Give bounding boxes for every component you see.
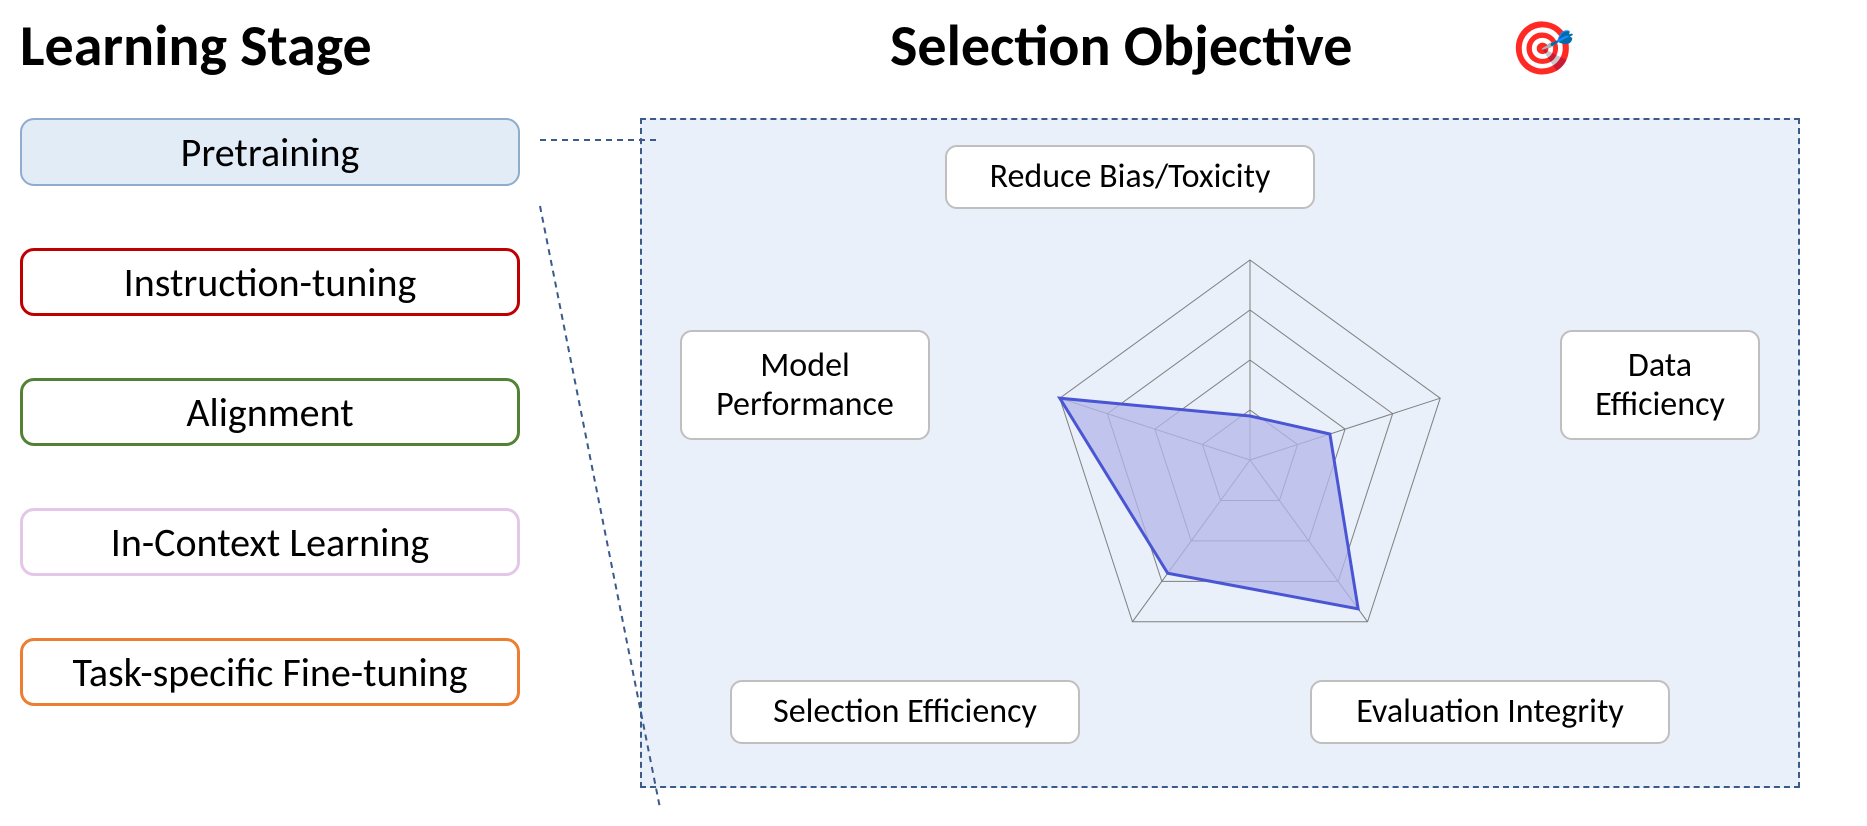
objective-label-3: Selection Efficiency — [730, 680, 1080, 744]
objective-label-2: DataEfficiency — [1560, 330, 1760, 440]
objective-label-0: Reduce Bias/Toxicity — [945, 145, 1315, 209]
objective-label-line: Reduce Bias/Toxicity — [990, 157, 1271, 196]
objective-label-line: Evaluation Integrity — [1356, 692, 1624, 731]
objective-label-line: Data — [1628, 346, 1692, 385]
objective-label-line: Selection Efficiency — [773, 692, 1037, 731]
objective-label-line: Efficiency — [1595, 385, 1725, 424]
objective-label-1: ModelPerformance — [680, 330, 930, 440]
objective-label-line: Performance — [716, 385, 894, 424]
objective-label-line: Model — [760, 346, 850, 385]
objective-label-4: Evaluation Integrity — [1310, 680, 1670, 744]
